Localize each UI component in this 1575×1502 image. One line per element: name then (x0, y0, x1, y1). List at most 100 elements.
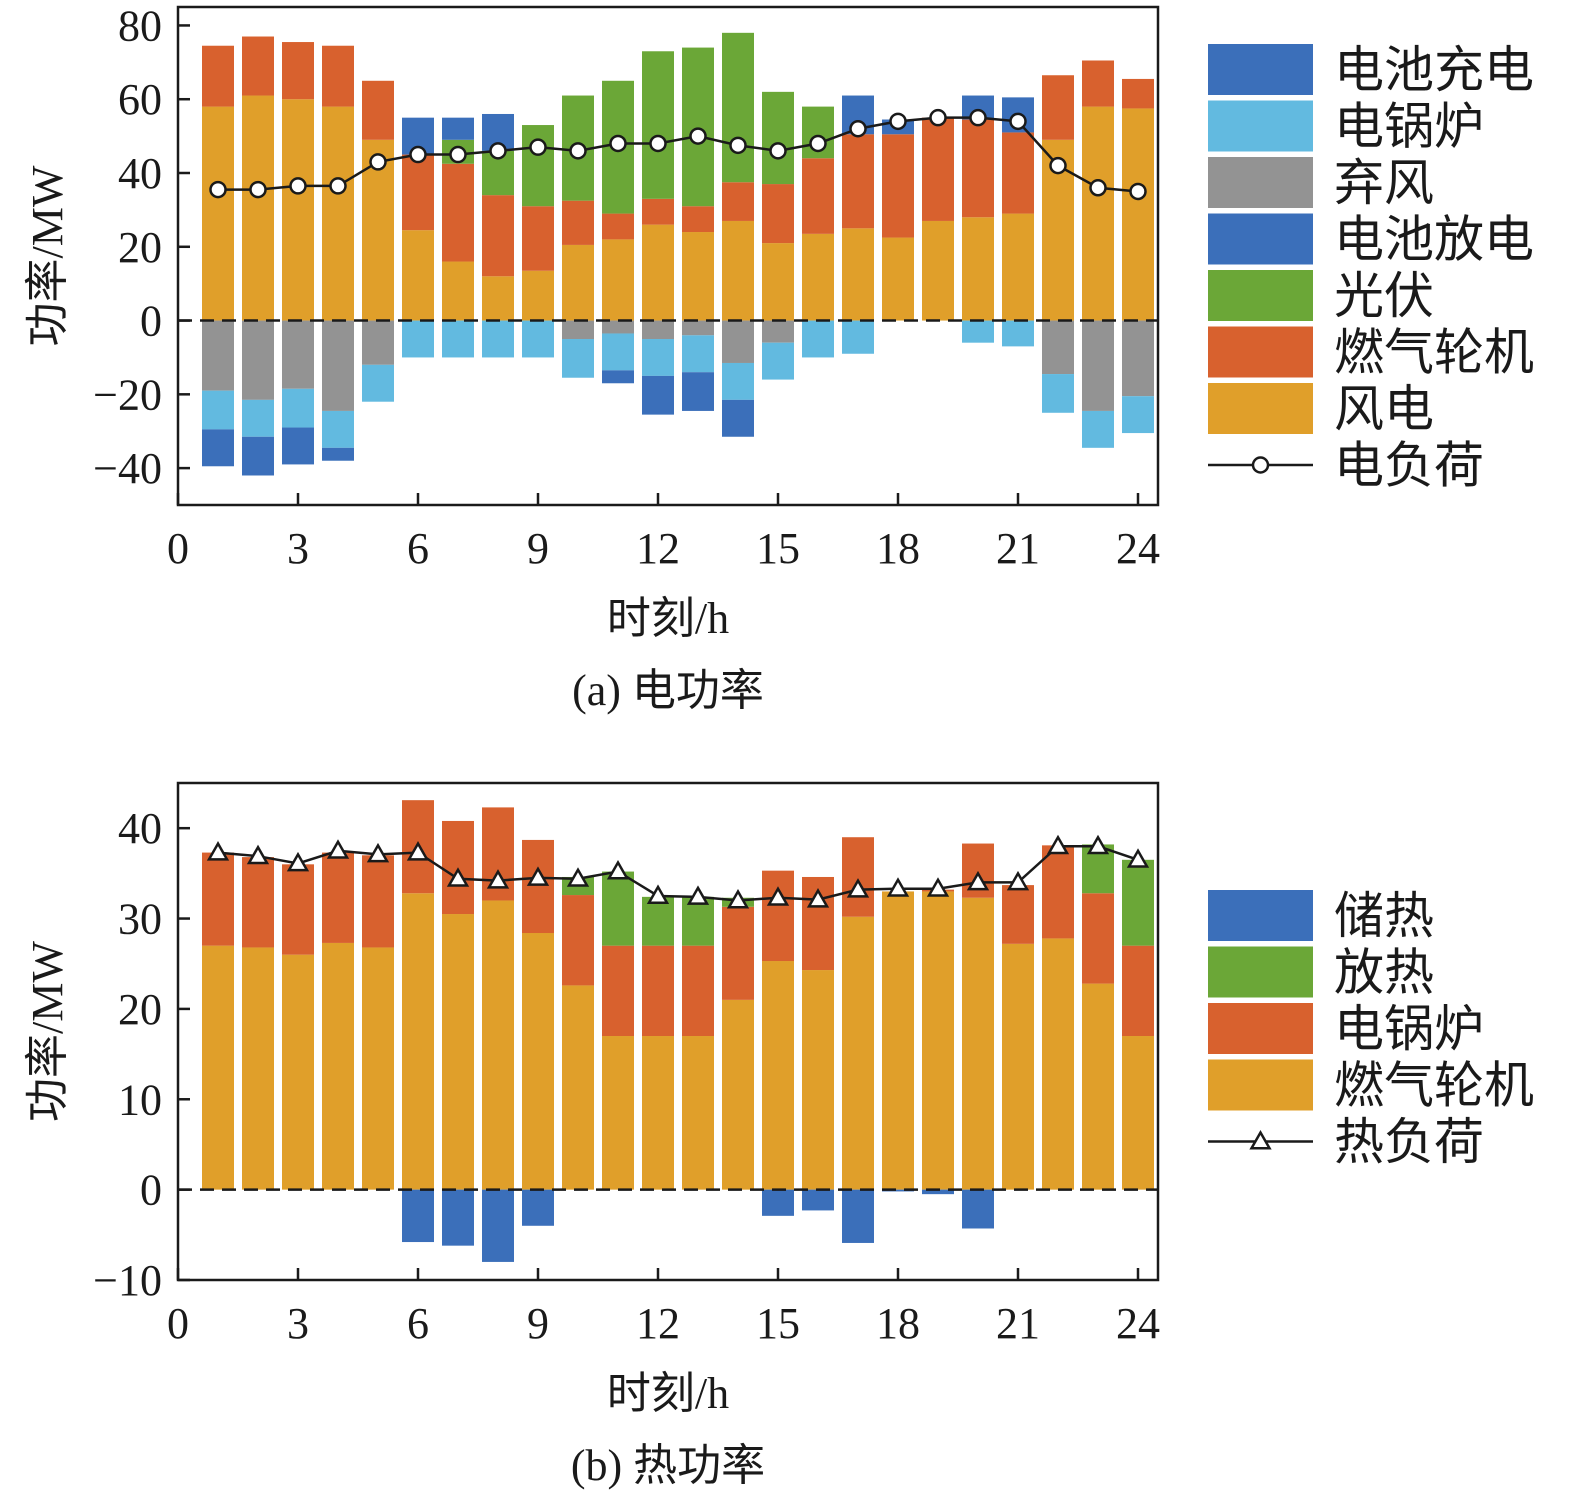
bar-segment (842, 916, 874, 1190)
load-marker (1046, 834, 1070, 855)
load-marker (1086, 834, 1110, 855)
bar-segment (362, 947, 394, 1190)
load-marker (446, 867, 470, 887)
legend-swatch (1208, 946, 1313, 998)
bar-segment (242, 95, 274, 321)
legend-swatch (1208, 1003, 1313, 1054)
bar-segment (642, 198, 674, 225)
bar-segment (682, 206, 714, 233)
load-marker (529, 138, 547, 156)
legend-label: 风电 (1334, 381, 1434, 437)
load-marker (369, 153, 387, 171)
y-tick-label: 40 (118, 149, 162, 198)
legend-label: 燃气轮机 (1334, 325, 1534, 381)
load-marker (489, 142, 507, 160)
load-marker (769, 142, 787, 160)
bar-segment (1042, 374, 1074, 413)
bar-segment (1042, 938, 1074, 1190)
bar-segment (522, 125, 554, 207)
bar-segment (682, 335, 714, 373)
load-line (217, 845, 1139, 902)
bar-segment (562, 244, 594, 321)
bar-segment (602, 320, 634, 334)
bar-segment (962, 897, 994, 1190)
y-axis-title: 功率/MW (23, 165, 72, 346)
bar-segment (922, 891, 954, 1190)
bar-segment (682, 372, 714, 411)
bar-segment (1082, 60, 1114, 107)
bar-segment (602, 333, 634, 371)
panel-caption: (b) 热功率 (571, 1441, 765, 1490)
legend-label: 燃气轮机 (1334, 1058, 1534, 1114)
bar-segment (882, 891, 914, 1190)
bar-segment (1002, 885, 1034, 944)
y-tick-label: 30 (118, 895, 162, 944)
y-tick-label: 40 (118, 804, 162, 853)
bar-segment (642, 945, 674, 1037)
load-marker (689, 127, 707, 145)
load-marker (1009, 112, 1027, 131)
bar-segment (762, 961, 794, 1190)
legend-swatch (1208, 326, 1313, 378)
bar-segment (762, 184, 794, 244)
bar-segment (1082, 983, 1114, 1190)
bar-segment (762, 870, 794, 962)
y-tick-label: −10 (93, 1256, 162, 1305)
y-tick-label: −40 (93, 444, 162, 493)
load-marker (329, 177, 347, 195)
load-marker (289, 177, 307, 195)
bar-segment (522, 320, 554, 358)
bar-segment (682, 232, 714, 321)
load-marker (846, 878, 870, 898)
bar-segment (1122, 859, 1154, 946)
bar-segment (1122, 1036, 1154, 1190)
load-marker (969, 108, 987, 127)
plot-frame (176, 5, 1160, 507)
bar-segment (202, 429, 234, 467)
bar-segment (722, 399, 754, 437)
bar-segment (322, 45, 354, 107)
bar-segment (642, 896, 674, 946)
bar-segment (802, 320, 834, 358)
bar-segment (1122, 320, 1154, 397)
legend-swatch (1208, 890, 1313, 941)
legend-label: 放热 (1334, 945, 1434, 1001)
bars (202, 800, 1154, 1262)
bar-segment (682, 945, 714, 1037)
bar-segment (682, 320, 714, 336)
bar-segment (602, 239, 634, 321)
load-marker (569, 142, 587, 160)
load-marker (486, 869, 510, 889)
x-tick-label: 21 (996, 1299, 1040, 1348)
bar-segment (562, 895, 594, 986)
bar-segment (642, 51, 674, 199)
load-marker (1089, 179, 1107, 197)
x-tick-label: 3 (287, 1299, 309, 1348)
load-marker (686, 885, 710, 905)
legend-label: 电负荷 (1334, 438, 1484, 494)
bar-segment (842, 1189, 874, 1243)
bar-segment (442, 1189, 474, 1246)
load-line (218, 116, 1139, 193)
x-tick-label: 9 (527, 1299, 549, 1348)
bar-segment (322, 942, 354, 1190)
x-tick-label: 6 (407, 1299, 429, 1348)
bar-segment (202, 320, 234, 391)
legend-label: 电锅炉 (1334, 1001, 1484, 1057)
bar-segment (202, 852, 234, 946)
bar-segment (1002, 943, 1034, 1190)
bar-segment (682, 896, 714, 946)
load-marker (566, 867, 590, 887)
bar-segment (1122, 945, 1154, 1037)
bar-segment (442, 117, 474, 140)
bar-segment (922, 220, 954, 321)
bar-segment (482, 320, 514, 358)
bar-segment (1042, 845, 1074, 939)
legend-swatch (1208, 100, 1313, 152)
load-marker (886, 877, 910, 897)
legend-swatch (1208, 270, 1313, 321)
bar-segment (482, 1189, 514, 1262)
bar-segment (362, 855, 394, 948)
bar-segment (482, 276, 514, 321)
